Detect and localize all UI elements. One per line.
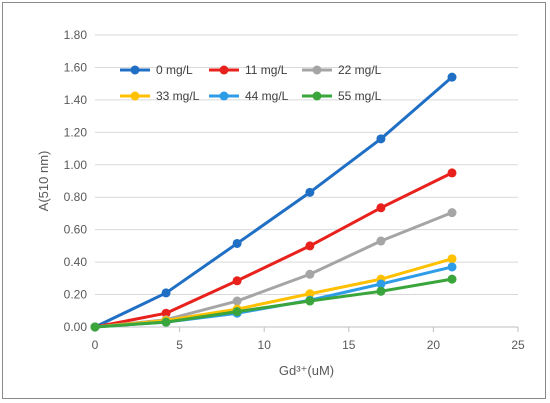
series-3 xyxy=(90,254,457,332)
data-point xyxy=(305,269,315,279)
x-tick-label: 5 xyxy=(176,338,183,352)
legend-label: 44 mg/L xyxy=(245,89,289,103)
series-line xyxy=(94,277,453,329)
legend-item: 33 mg/L xyxy=(120,89,200,103)
legend-label: 33 mg/L xyxy=(156,89,200,103)
chart-frame: 0.00 0.20 0.40 0.60 0.80 1.00 1.20 1.40 1.60 1.80… xyxy=(2,2,546,399)
y-tick-label: 1.80 xyxy=(64,28,88,42)
gridlines xyxy=(95,34,518,296)
x-tick-label: 10 xyxy=(258,338,272,352)
y-tick-label: 1.20 xyxy=(64,125,88,139)
data-point xyxy=(305,241,315,251)
legend-swatch-marker xyxy=(312,91,322,101)
series-0 xyxy=(90,72,457,332)
x-tick-labels: 0 5 10 15 20 25 xyxy=(92,338,525,352)
legend-swatch-marker xyxy=(130,65,140,75)
y-tick-label: 0.60 xyxy=(64,223,88,237)
data-point xyxy=(232,296,242,306)
x-tick-label: 0 xyxy=(92,338,99,352)
y-tick-label: 0.40 xyxy=(64,255,88,269)
data-point xyxy=(232,307,242,317)
legend-item: 11 mg/L xyxy=(209,63,288,77)
y-tick-label: 1.00 xyxy=(64,158,88,172)
legend: 0 mg/L 11 mg/L 22 mg/L 33 mg/L 44 mg/L 55 mg/… xyxy=(120,63,382,103)
legend-item: 55 mg/L xyxy=(302,89,382,103)
legend-label: 0 mg/L xyxy=(156,63,193,77)
x-axis-title: Gd³⁺(uM) xyxy=(279,363,334,378)
axes xyxy=(94,326,519,332)
legend-swatch-marker xyxy=(312,65,322,75)
data-point xyxy=(447,168,457,178)
data-point xyxy=(376,134,386,144)
y-tick-labels: 0.00 0.20 0.40 0.60 0.80 1.00 1.20 1.40 1.60 1.80 xyxy=(64,28,88,334)
legend-item: 22 mg/L xyxy=(302,63,382,77)
data-point xyxy=(376,236,386,246)
y-axis-title: A(510 nm) xyxy=(36,151,51,212)
y-tick-label: 0.20 xyxy=(64,288,88,302)
data-point xyxy=(447,274,457,284)
data-point xyxy=(305,187,315,197)
legend-label: 55 mg/L xyxy=(338,89,382,103)
y-tick-label: 0.80 xyxy=(64,190,88,204)
legend-item: 0 mg/L xyxy=(120,63,193,77)
data-point xyxy=(161,317,171,327)
data-point xyxy=(447,208,457,218)
series-lines xyxy=(90,72,457,332)
data-point xyxy=(232,276,242,286)
y-tick-label: 1.40 xyxy=(64,93,88,107)
data-point xyxy=(161,308,171,318)
x-tick-label: 25 xyxy=(511,338,525,352)
legend-swatch-marker xyxy=(130,91,140,101)
data-point xyxy=(376,286,386,296)
data-point xyxy=(376,203,386,213)
line-chart: 0.00 0.20 0.40 0.60 0.80 1.00 1.20 1.40 1.60 1.80… xyxy=(36,28,525,378)
data-point xyxy=(305,289,315,299)
data-point xyxy=(447,72,457,82)
x-tick-label: 20 xyxy=(427,338,441,352)
legend-swatch-marker xyxy=(219,65,229,75)
x-tick-label: 15 xyxy=(342,338,356,352)
series-line xyxy=(94,171,453,329)
data-point xyxy=(232,238,242,248)
y-tick-label: 1.60 xyxy=(64,60,88,74)
series-2 xyxy=(90,208,457,332)
data-point xyxy=(90,322,100,332)
legend-label: 11 mg/L xyxy=(245,63,288,77)
y-tick-label: 0.00 xyxy=(64,320,88,334)
data-point xyxy=(376,279,386,289)
data-point xyxy=(305,296,315,306)
data-point xyxy=(161,288,171,298)
legend-swatch-marker xyxy=(219,91,229,101)
series-line xyxy=(94,76,453,329)
data-point xyxy=(447,254,457,264)
legend-item: 44 mg/L xyxy=(209,89,289,103)
legend-label: 22 mg/L xyxy=(338,63,382,77)
data-point xyxy=(447,262,457,272)
series-5 xyxy=(90,274,457,332)
